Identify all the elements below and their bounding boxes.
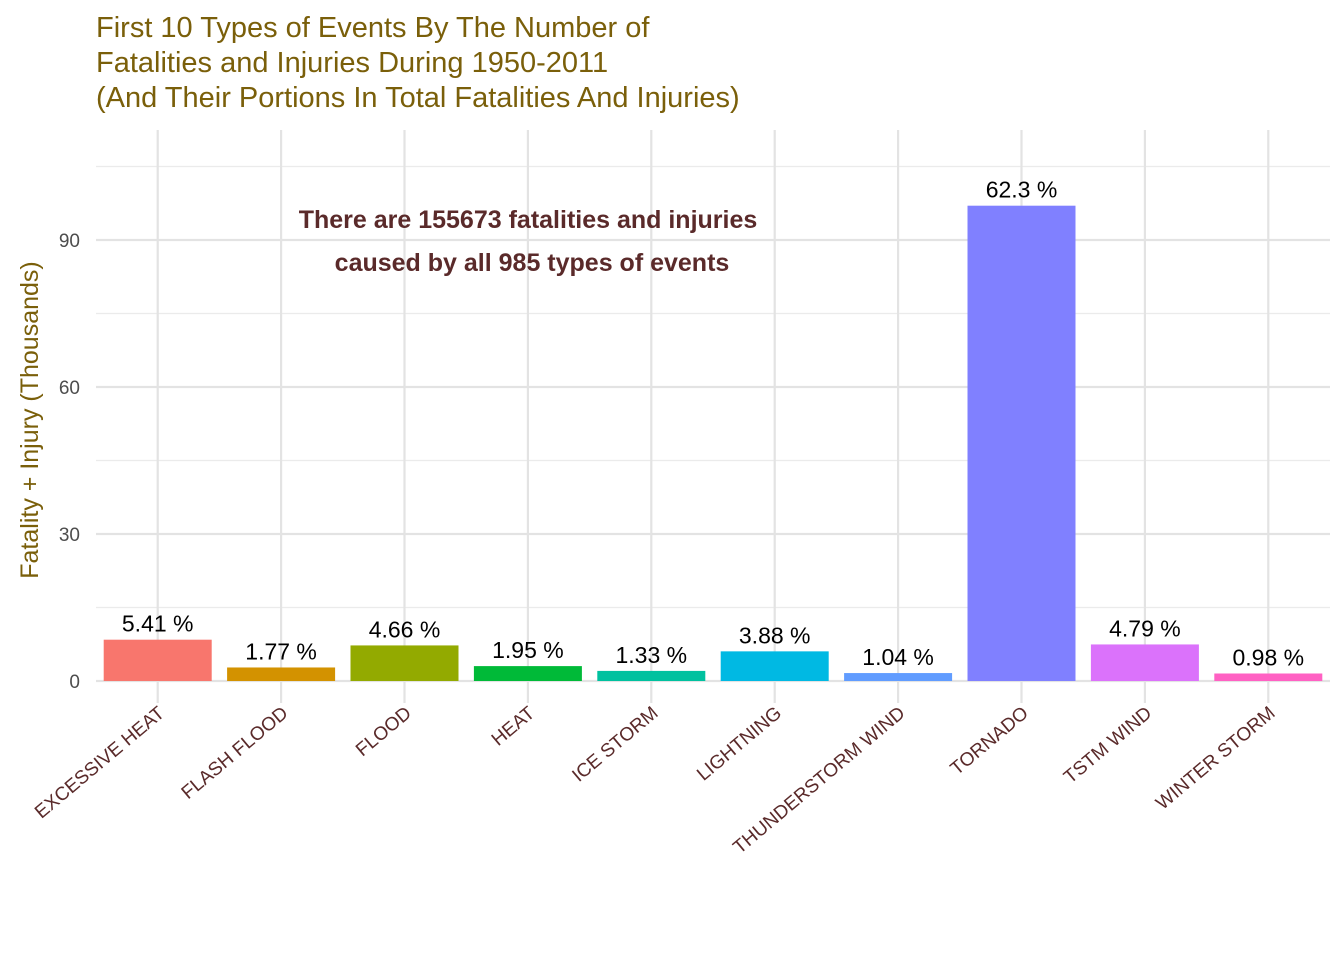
x-tick-label: EXCESSIVE HEAT bbox=[31, 702, 169, 823]
x-tick-label: LIGHTNING bbox=[693, 703, 786, 786]
bar-value-label: 1.33 % bbox=[615, 642, 687, 668]
bars bbox=[103, 205, 1323, 681]
chart-title-line-3: (And Their Portions In Total Fatalities … bbox=[96, 82, 740, 114]
bar-excessive-heat bbox=[103, 639, 212, 681]
bar-tornado bbox=[967, 205, 1076, 681]
chart-title-line-1: First 10 Types of Events By The Number o… bbox=[96, 12, 650, 44]
bar-lightning bbox=[720, 651, 829, 681]
x-tick-label: ICE STORM bbox=[568, 703, 662, 787]
y-tick-label: 90 bbox=[59, 231, 80, 252]
bar-heat bbox=[473, 666, 582, 681]
chart-title-line-2: Fatalities and Injuries During 1950-2011 bbox=[96, 47, 609, 79]
bar-value-label: 4.66 % bbox=[369, 616, 441, 642]
x-tick-label: TORNADO bbox=[947, 703, 1033, 780]
bar-tstm-wind bbox=[1090, 644, 1199, 681]
bar-value-label: 1.77 % bbox=[245, 638, 317, 664]
bar-value-label: 1.04 % bbox=[862, 644, 934, 670]
x-axis-ticks: EXCESSIVE HEAT FLASH FLOOD FLOOD HEAT ICE ST… bbox=[31, 702, 1279, 858]
bar-winter-storm bbox=[1214, 673, 1323, 681]
bar-flash-flood bbox=[227, 667, 336, 681]
y-tick-label: 30 bbox=[59, 525, 80, 546]
bar-value-label: 1.95 % bbox=[492, 637, 564, 663]
y-axis-ticks: 0 30 60 90 bbox=[59, 231, 80, 693]
bar-flood bbox=[350, 645, 459, 681]
x-tick-label: FLOOD bbox=[352, 703, 416, 761]
y-tick-label: 0 bbox=[69, 672, 80, 693]
bar-ice-storm bbox=[597, 670, 706, 681]
bar-value-label: 0.98 % bbox=[1232, 645, 1304, 671]
bar-labels: 5.41 % 1.77 % 4.66 % 1.95 % 1.33 % 3.88 % 1.04… bbox=[122, 177, 1304, 671]
y-axis-label: Fatality + Injury (Thousands) bbox=[16, 261, 44, 579]
x-tick-label: WINTER STORM bbox=[1152, 703, 1279, 815]
bar-value-label: 5.41 % bbox=[122, 611, 194, 637]
bar-thunderstorm-wind bbox=[844, 673, 953, 681]
x-tick-label: TSTM WIND bbox=[1060, 703, 1156, 788]
x-tick-label: FLASH FLOOD bbox=[178, 703, 293, 804]
bar-value-label: 62.3 % bbox=[986, 177, 1058, 203]
x-tick-label: HEAT bbox=[488, 702, 540, 750]
annotation-line-1: There are 155673 fatalities and injuries bbox=[299, 206, 758, 234]
bar-value-label: 3.88 % bbox=[739, 622, 811, 648]
bar-value-label: 4.79 % bbox=[1109, 615, 1181, 641]
annotation-line-2: caused by all 985 types of events bbox=[335, 249, 730, 277]
y-tick-label: 60 bbox=[59, 378, 80, 399]
